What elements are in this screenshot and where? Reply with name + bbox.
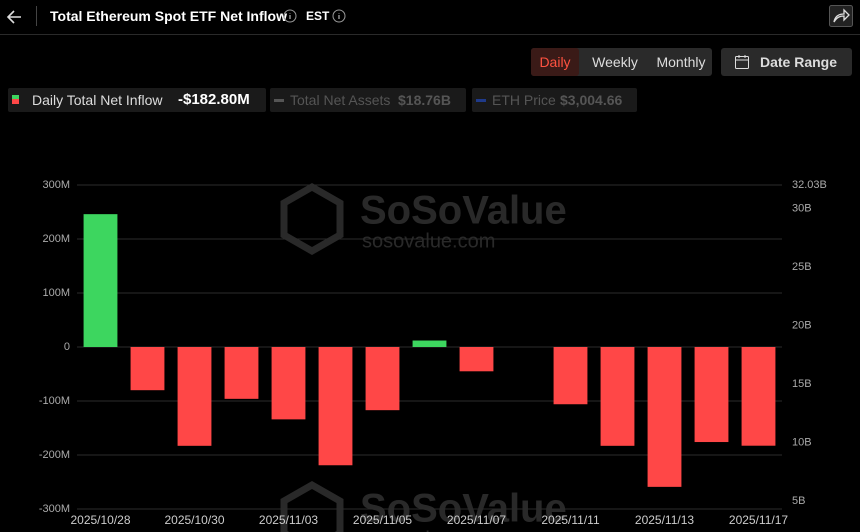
y2-tick-label: 5B [792, 495, 805, 507]
period-selector: Daily Weekly Monthly [531, 48, 712, 76]
y-tick-label: -100M [39, 395, 70, 407]
x-tick-label: 2025/11/11 [541, 513, 600, 527]
legend-swatch [12, 99, 19, 104]
legend-name: Daily Total Net Inflow [32, 92, 163, 108]
y-tick-label: 300M [42, 179, 70, 191]
bar [412, 340, 447, 347]
bar [318, 347, 353, 466]
bar [224, 347, 259, 399]
bar [600, 347, 635, 446]
legend-value: -$182.80M [178, 91, 250, 108]
period-button[interactable]: Daily [531, 48, 579, 76]
x-tick-label: 2025/11/05 [353, 513, 412, 527]
bar [647, 347, 682, 487]
legend-name: ETH Price [492, 92, 556, 108]
date-range-button[interactable]: Date Range [721, 48, 852, 76]
y-tick-label: 200M [42, 233, 70, 245]
x-tick-label: 2025/10/30 [164, 513, 224, 527]
watermark-logo [280, 480, 344, 532]
divider [36, 6, 37, 26]
share-button[interactable] [829, 5, 853, 27]
x-tick-label: 2025/11/07 [447, 513, 506, 527]
period-button[interactable]: Weekly [592, 54, 638, 70]
watermark-text: SoSoValue [360, 189, 567, 233]
bar [459, 347, 494, 372]
chart: SoSoValuesosovalue.comSoSoValuesosovalue… [39, 179, 827, 532]
page-title: Total Ethereum Spot ETF Net Inflow [50, 8, 287, 24]
y-tick-label: -200M [39, 449, 70, 461]
legend-item[interactable]: Total Net Assets $18.76B [270, 88, 466, 112]
legend-name: Total Net Assets [290, 92, 391, 108]
back-button[interactable] [5, 7, 25, 27]
y-tick-label: 0 [64, 341, 70, 353]
y2-tick-label: 30B [792, 203, 812, 215]
x-tick-label: 2025/10/28 [70, 513, 130, 527]
bar [553, 347, 588, 405]
period-button[interactable]: Monthly [656, 54, 706, 70]
watermark-subtext: sosovalue.com [362, 528, 495, 532]
y2-tick-label: 20B [792, 320, 812, 332]
calendar-icon [735, 55, 749, 69]
legend-swatch [274, 99, 284, 102]
bar [83, 214, 118, 347]
x-tick-label: 2025/11/17 [729, 513, 788, 527]
y2-tick-label: 15B [792, 378, 812, 390]
info-icon[interactable] [332, 9, 346, 23]
y2-tick-label: 25B [792, 261, 812, 273]
y-tick-label: -300M [39, 503, 70, 515]
timezone: EST [306, 9, 330, 23]
bar [271, 347, 306, 420]
legend-swatch [476, 99, 486, 102]
bar [741, 347, 776, 446]
info-icon[interactable] [283, 9, 297, 23]
legend-item[interactable]: Daily Total Net Inflow -$182.80M [8, 88, 266, 112]
bar [177, 347, 212, 446]
bar [694, 347, 729, 443]
legend-value: $3,004.66 [560, 92, 623, 108]
bar [365, 347, 400, 411]
legend-swatch [12, 95, 19, 99]
top-bar: Total Ethereum Spot ETF Net Inflow EST [0, 0, 860, 35]
legend-value: $18.76B [398, 92, 451, 108]
watermark-logo [280, 182, 344, 256]
y2-tick-label: 10B [792, 437, 812, 449]
legend-item[interactable]: ETH Price $3,004.66 [472, 88, 637, 112]
bar [130, 347, 165, 391]
y2-tick-label: 32.03B [792, 179, 827, 191]
x-tick-label: 2025/11/03 [259, 513, 318, 527]
x-tick-label: 2025/11/13 [635, 513, 694, 527]
watermark-subtext: sosovalue.com [362, 230, 495, 252]
y-tick-label: 100M [42, 287, 70, 299]
date-range-label: Date Range [759, 54, 838, 70]
